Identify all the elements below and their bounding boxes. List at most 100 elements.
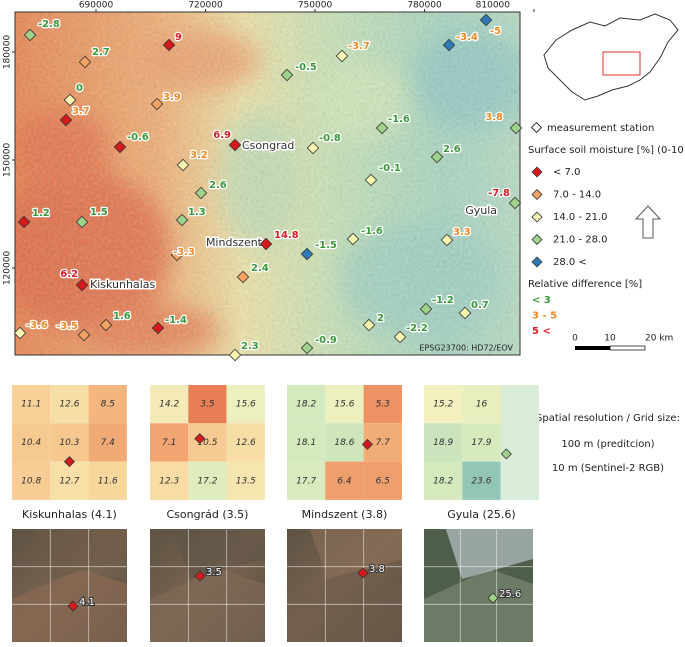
photo-label: 3.5: [206, 567, 222, 578]
station-marker: [259, 237, 273, 251]
grid-cell: [226, 385, 265, 424]
legend-difference-label: < 3: [532, 295, 551, 306]
site-panel: 18.2 15.6 5.3 18.1 18.6 7.7 17.7 6.4 6.5 3.8: [287, 385, 402, 642]
scale-label: 20 km: [645, 334, 673, 344]
grid-cell-value: 12.3: [159, 476, 179, 486]
grid-cell: [12, 461, 51, 500]
grid-cell-value: 11.6: [98, 476, 118, 486]
grid-cell-value: 15.6: [236, 400, 256, 410]
grid-cell-value: 3.5: [200, 400, 215, 410]
y-tick-label: 150000: [3, 143, 13, 178]
legend-difference-label: 5 <: [532, 326, 551, 337]
station-marker: [508, 196, 522, 210]
station-label: -5: [490, 26, 501, 37]
grid-cell-value: 6.5: [376, 476, 391, 486]
legend-moisture-label: < 7.0: [553, 167, 580, 178]
station-marker: [175, 213, 189, 227]
grid-cell: [287, 423, 326, 462]
station-marker: [280, 68, 294, 82]
station-label: 1.5: [90, 207, 108, 218]
station-marker: [228, 138, 242, 152]
place-name: Csongrad: [242, 139, 294, 152]
legend-moisture-label: 7.0 - 14.0: [553, 190, 601, 201]
grid-cell: [424, 423, 463, 462]
station-label: -1.4: [165, 315, 187, 326]
station-marker: [335, 49, 349, 63]
station-label: -0.6: [127, 132, 149, 143]
grid-cell: [12, 385, 51, 424]
station-label: 2.6: [443, 144, 461, 155]
grid-cell: [325, 423, 364, 462]
grid-cell: [325, 461, 364, 500]
legend-moisture-marker: [531, 233, 543, 246]
photo-marker: [487, 592, 499, 604]
north-arrow: [634, 205, 662, 239]
grid-cell: [462, 461, 501, 500]
scale-label: 0: [572, 334, 578, 344]
grid-cell-value: 23.6: [471, 476, 491, 486]
station-label: -3.6: [26, 320, 48, 331]
scale-bar: [575, 345, 646, 351]
station-label: -0.5: [295, 62, 317, 73]
grid-cell: [150, 423, 189, 462]
y-tick-label: 180000: [3, 35, 13, 70]
station-label: -3.4: [456, 32, 478, 43]
x-tick-label: 720000: [188, 1, 223, 11]
grid-cell-value: 14.2: [159, 400, 179, 410]
resolution-title: Spatial resolution / Grid size:: [536, 413, 680, 424]
place-name: Kiskunhalas: [90, 278, 155, 291]
station-marker: [162, 38, 176, 52]
grid-cell-value: 15.6: [334, 400, 354, 410]
station-marker: [63, 93, 77, 107]
grid-cell-value: 18.6: [334, 438, 354, 448]
station-label: 3.7: [72, 106, 90, 117]
grid-cell: [150, 385, 189, 424]
station-label: 9: [175, 32, 182, 43]
grid-cell-value: 18.2: [433, 476, 453, 486]
grid-cell: [88, 461, 127, 500]
station-label: -0.8: [319, 133, 341, 144]
grid-cell-value: 18.1: [296, 438, 316, 448]
station-label: 6.9: [213, 130, 231, 141]
station-marker: [375, 121, 389, 135]
grid-cell-value: 18.9: [433, 438, 453, 448]
station-label: -1.6: [361, 226, 383, 237]
station-marker: [458, 306, 472, 320]
grid-cell: [226, 423, 265, 462]
y-tick-label: 120000: [3, 251, 13, 286]
station-marker: [77, 328, 91, 342]
station-marker: [23, 28, 37, 42]
site-marker: [361, 438, 373, 450]
grid-cell-value: 12.7: [59, 476, 79, 486]
grid-cell: [424, 461, 463, 500]
photo-field: [424, 569, 533, 642]
resolution-line: 100 m (preditcion): [561, 439, 654, 450]
legend-moisture-marker: [531, 211, 543, 223]
station-marker: [300, 341, 314, 355]
legend: measurement station Surface soil moistur…: [528, 121, 685, 290]
inset-map: [543, 13, 679, 101]
station-label: 6.2: [60, 269, 78, 280]
grid-cell-value: 6.4: [337, 476, 352, 486]
grid-cell: [50, 461, 89, 500]
station-label: -3.7: [348, 41, 370, 52]
legend-moisture-title: Surface soil moisture [%] (0-10 cm): [528, 145, 685, 156]
station-label: -0.1: [379, 163, 401, 174]
station-marker: [346, 232, 360, 246]
station-marker: [419, 302, 433, 316]
place-name: Gyula: [465, 204, 497, 217]
station-marker: [364, 173, 378, 187]
grid-cell: [188, 423, 227, 462]
grid-cell-value: 16: [476, 400, 488, 410]
grid-cell-value: 18.2: [296, 400, 316, 410]
station-label: -0.9: [315, 335, 337, 346]
legend-moisture-label: 21.0 - 28.0: [553, 235, 608, 246]
grid-cell: [226, 461, 265, 500]
station-label: -2.2: [406, 323, 428, 334]
grid-cell-value: 12.6: [59, 400, 79, 410]
stations: Csongrad Mindszent Gyula Kiskunhalas -2.8 2.7…: [13, 13, 523, 362]
site-panel: 15.2 16 18.9 17.9 18.2 23.6 25.6: [424, 385, 539, 642]
station-marker: [430, 150, 444, 164]
